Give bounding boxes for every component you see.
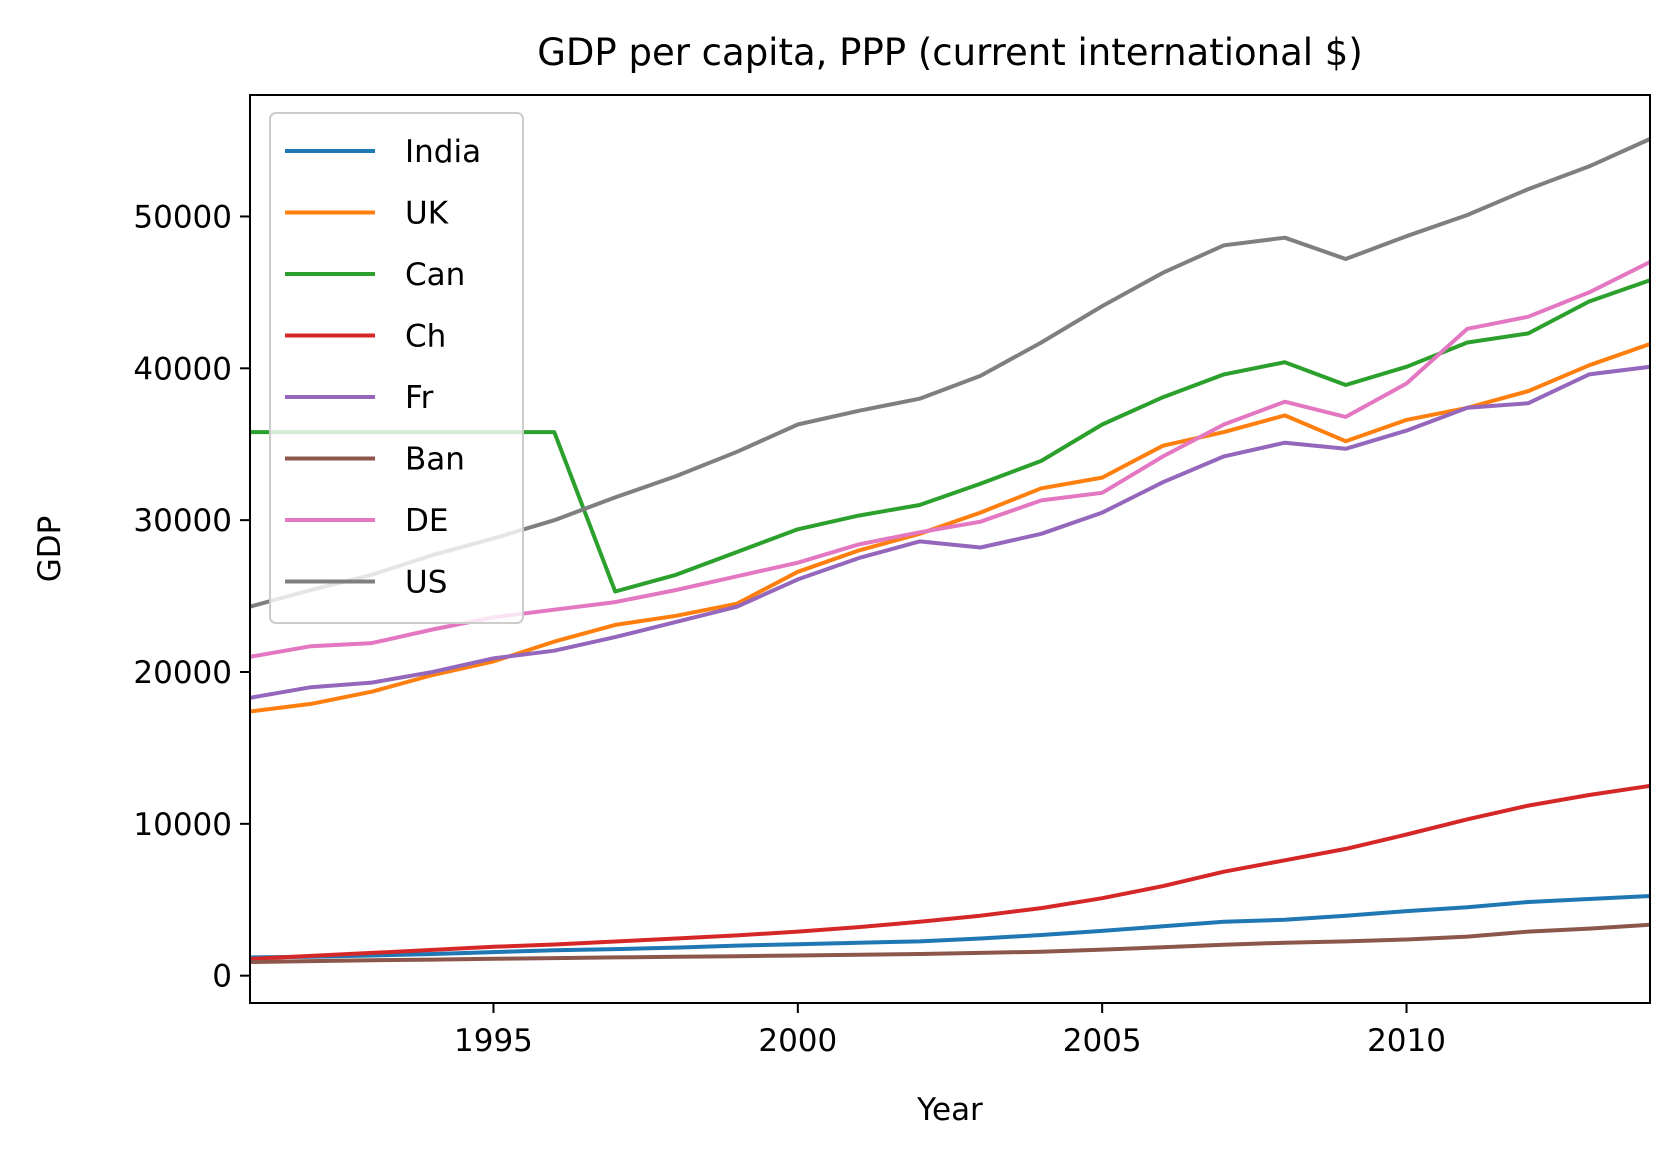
legend-label-fr: Fr xyxy=(405,380,434,416)
x-axis-ticks: 1995 2000 2005 2010 xyxy=(454,1003,1446,1059)
y-tick-label: 20000 xyxy=(133,655,232,691)
y-tick-label: 0 xyxy=(212,959,232,995)
chart-title: GDP per capita, PPP (current internation… xyxy=(537,31,1363,74)
legend-label-ban: Ban xyxy=(405,442,465,478)
series-line-fr xyxy=(250,364,1650,700)
series-line-india xyxy=(250,893,1650,960)
legend-label-us: US xyxy=(405,565,447,601)
legend-label-ch: Ch xyxy=(405,319,446,355)
plot-frame xyxy=(249,94,1651,1004)
x-tick-label: 1995 xyxy=(454,1023,533,1059)
legend-label-can: Can xyxy=(405,257,465,293)
y-tick-label: 10000 xyxy=(133,807,232,843)
series-line-ban xyxy=(250,922,1650,965)
x-axis-label: Year xyxy=(916,1092,983,1128)
x-tick-label: 2005 xyxy=(1063,1023,1142,1059)
series-line-uk xyxy=(250,341,1650,714)
series-line-ch xyxy=(250,783,1650,962)
x-tick-label: 2010 xyxy=(1367,1023,1446,1059)
y-tick-label: 30000 xyxy=(133,503,232,539)
y-tick-label: 40000 xyxy=(133,351,232,387)
x-tick-label: 2000 xyxy=(758,1023,837,1059)
legend-label-india: India xyxy=(405,134,481,170)
legend-box xyxy=(269,112,524,624)
legend-label-de: DE xyxy=(405,503,448,539)
y-axis-label: GDP xyxy=(32,516,68,583)
y-tick-label: 50000 xyxy=(133,199,232,235)
y-axis-ticks: 0 10000 20000 30000 40000 50000 xyxy=(133,199,250,995)
legend: India UK Can Ch Fr Ban DE US xyxy=(269,112,524,624)
legend-label-uk: UK xyxy=(405,196,449,232)
